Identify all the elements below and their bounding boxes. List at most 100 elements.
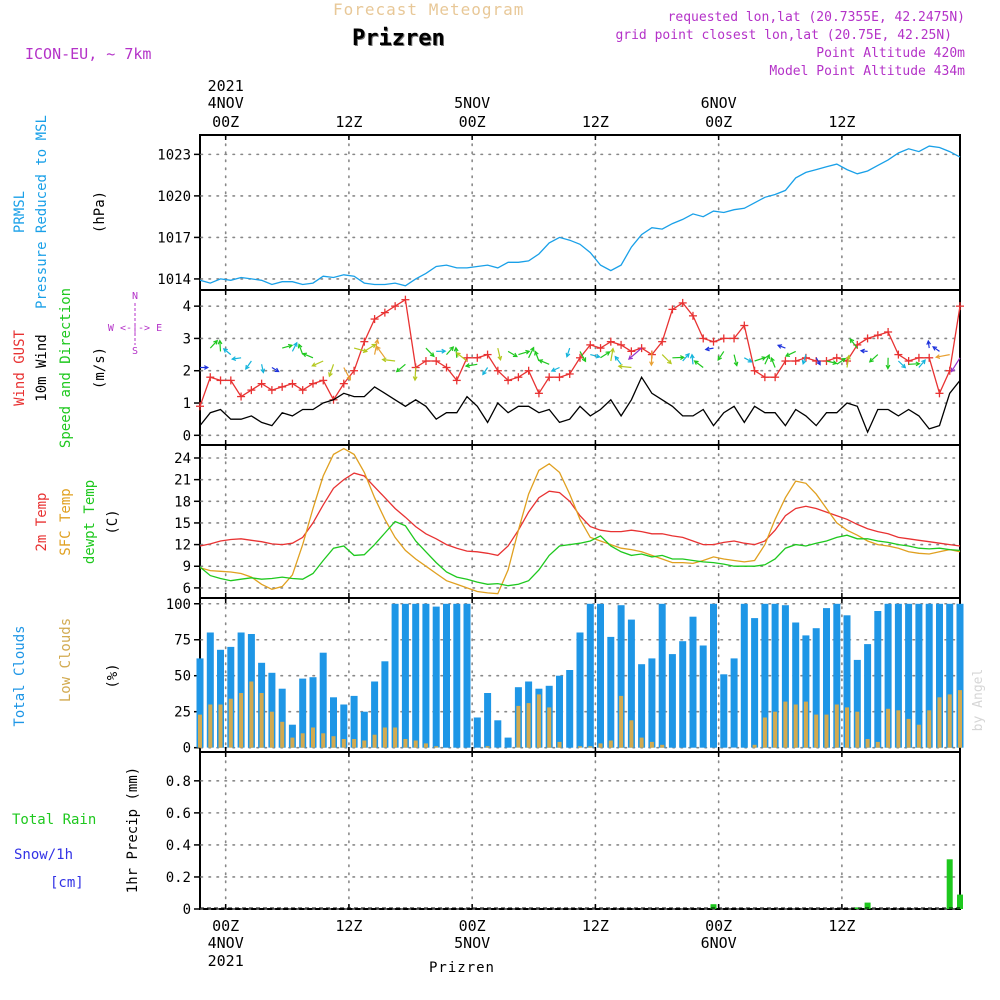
wind-arrow-head — [301, 352, 308, 358]
wind-arrow — [618, 365, 632, 369]
wind-arrow-head — [776, 344, 783, 349]
wind-arrow — [414, 367, 417, 381]
wind-arrow — [691, 354, 694, 365]
total-clouds-bar — [443, 603, 450, 748]
wind-arrow — [754, 356, 766, 362]
wind-arrow-head — [770, 356, 775, 363]
wind-arrow — [815, 357, 821, 365]
wind-arrow — [507, 350, 518, 358]
wind-gust-line — [199, 298, 961, 407]
wind-arrow — [908, 363, 920, 365]
wind-arrow-head — [538, 359, 544, 364]
bottom-tick-label: 00Z — [705, 917, 732, 935]
wind-arrow — [785, 350, 796, 357]
low-clouds-bar — [208, 704, 213, 748]
low-clouds-bar — [198, 714, 202, 748]
wind-arrow — [897, 360, 906, 369]
low-clouds-bar — [311, 727, 315, 748]
low-clouds-bar — [958, 690, 962, 748]
wind-arrow — [482, 367, 489, 375]
wind-arrow-head — [846, 354, 851, 360]
wind-arrow — [312, 360, 324, 367]
wind-arrow-head — [497, 355, 503, 362]
y-tick-label: 0.8 — [166, 774, 191, 790]
wind-arrow-head — [747, 358, 753, 363]
wind-arrow — [950, 357, 961, 372]
low-clouds-bar — [906, 718, 911, 748]
wind-arrow — [936, 354, 950, 358]
total-clouds-bar — [720, 674, 728, 748]
compass-n: N — [132, 291, 138, 302]
y-tick-label: 1023 — [157, 147, 191, 163]
wind-arrow — [302, 353, 314, 359]
y-tick-label: 15 — [174, 516, 191, 532]
wind-arrow-head — [260, 368, 266, 374]
wind-arrow — [456, 352, 468, 362]
wind-arrow-head — [581, 357, 587, 363]
total-clouds-bar — [853, 659, 861, 748]
wind-arrow-head — [222, 348, 228, 353]
wind-arrow-head — [617, 364, 623, 369]
wind-arrow — [802, 354, 807, 364]
low-clouds-bar — [845, 707, 849, 748]
wind-arrow-head — [482, 370, 487, 376]
total-clouds-bar — [206, 632, 214, 748]
total-clouds-bar — [268, 672, 276, 748]
pressure-subtitle: Pressure Reduced to MSL — [34, 115, 50, 309]
low-clouds-bar — [352, 739, 357, 748]
bottom-year-label: 2021 — [208, 952, 244, 970]
y-tick-label: 21 — [174, 473, 191, 489]
wind-arrow-head — [455, 352, 461, 357]
total-clouds-bar — [360, 711, 368, 748]
wind-arrow-head — [550, 367, 556, 372]
wind-arrow-head — [429, 352, 435, 358]
total-clouds-bar — [668, 654, 676, 748]
wind-arrow — [232, 357, 242, 360]
total-rain-bar — [854, 907, 861, 909]
y-tick-label: 0 — [183, 428, 191, 444]
wind-arrow-head — [801, 359, 807, 365]
wind-arrow — [650, 351, 653, 366]
bottom-tick-label: 00Z — [212, 917, 239, 935]
low-clouds-bar — [485, 746, 490, 748]
low-clouds-bar — [403, 739, 408, 748]
wind-arrow — [610, 348, 614, 362]
wind-arrow-head — [717, 355, 722, 361]
low-clouds-bar — [434, 746, 439, 748]
total-clouds-bar — [689, 616, 697, 748]
total-clouds-bar — [453, 603, 461, 748]
top-year-label: 2021 — [208, 77, 244, 95]
low-clouds-bar — [947, 694, 952, 748]
wind-arrow — [770, 357, 776, 368]
low-clouds-bar — [855, 711, 860, 748]
wind-arrow-head — [901, 363, 907, 369]
wind-arrow — [932, 346, 940, 352]
y-tick-label: 100 — [166, 597, 191, 613]
wind-arrow-head — [667, 359, 673, 365]
wind-arrow-head — [346, 375, 351, 381]
total-clouds-bar — [463, 603, 471, 748]
temp-title: 2m Temp — [34, 492, 50, 551]
top-tick-label: 12Z — [582, 113, 609, 131]
wind-arrow-head — [605, 351, 611, 356]
bottom-tick-label: 12Z — [335, 917, 362, 935]
wind-arrow-head — [449, 346, 455, 352]
wind-arrow-head — [610, 347, 615, 353]
wind-arrow — [376, 346, 386, 359]
compass-s: S — [132, 346, 138, 357]
rain-title: Total Rain — [12, 812, 96, 828]
low-clouds-bar — [536, 694, 541, 748]
total-clouds-bar — [484, 693, 492, 748]
wind-arrow — [374, 339, 379, 355]
wind-arrow — [528, 347, 535, 359]
wind-arrow — [777, 344, 786, 349]
gridpoint-coords: grid point closest lon,lat (20.75E, 42.2… — [615, 28, 952, 43]
low-clouds-bar — [886, 708, 891, 748]
y-tick-label: 0.6 — [166, 806, 191, 822]
wind-arrow — [271, 366, 279, 373]
wind-arrow — [600, 351, 610, 359]
wind-arrow-head — [689, 353, 695, 359]
low-clouds-bar — [814, 714, 819, 748]
total-clouds-bar — [710, 603, 717, 748]
requested-coords: requested lon,lat (20.7355E, 42.2475N) — [667, 10, 965, 25]
